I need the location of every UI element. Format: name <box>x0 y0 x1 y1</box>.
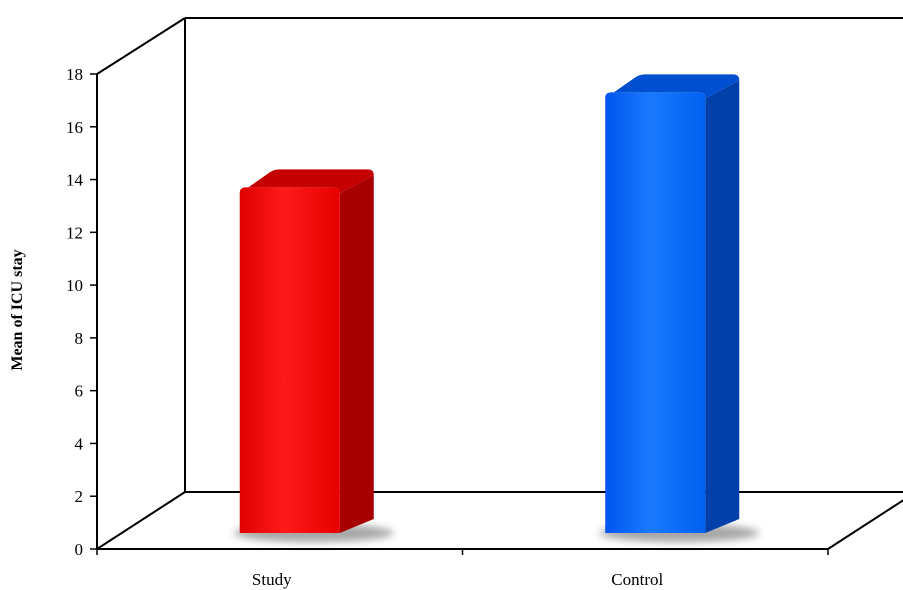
bar-study <box>233 169 394 542</box>
y-tick-label: 2 <box>75 487 84 506</box>
y-tick-label: 12 <box>66 223 83 242</box>
bar-front-face <box>605 92 706 533</box>
chart-frame <box>96 17 903 550</box>
top-left-depth-edge <box>96 17 186 75</box>
bar-side-face <box>705 80 740 533</box>
y-tick-label: 6 <box>75 382 84 401</box>
y-tick-label: 10 <box>66 276 83 295</box>
floor-right-depth-edge <box>827 499 903 550</box>
x-axis: Study Control <box>96 549 829 589</box>
bars <box>233 74 760 542</box>
y-tick-label: 14 <box>66 171 84 190</box>
x-category-label: Control <box>611 570 663 589</box>
y-axis-label: Mean of ICU stay <box>9 249 26 370</box>
y-tick-label: 18 <box>66 65 83 84</box>
bar-control <box>599 74 760 542</box>
floor-left-depth-edge <box>96 491 186 550</box>
bar-side-face <box>339 175 374 533</box>
y-tick-label: 4 <box>75 434 84 453</box>
y-tick-label: 8 <box>75 329 84 348</box>
y-tick-label: 16 <box>66 118 83 137</box>
y-tick-label: 0 <box>75 540 84 559</box>
x-category-label: Study <box>252 570 292 589</box>
bar-front-face <box>239 187 340 533</box>
y-axis: 0 2 4 6 8 10 12 14 16 18 <box>66 65 97 559</box>
